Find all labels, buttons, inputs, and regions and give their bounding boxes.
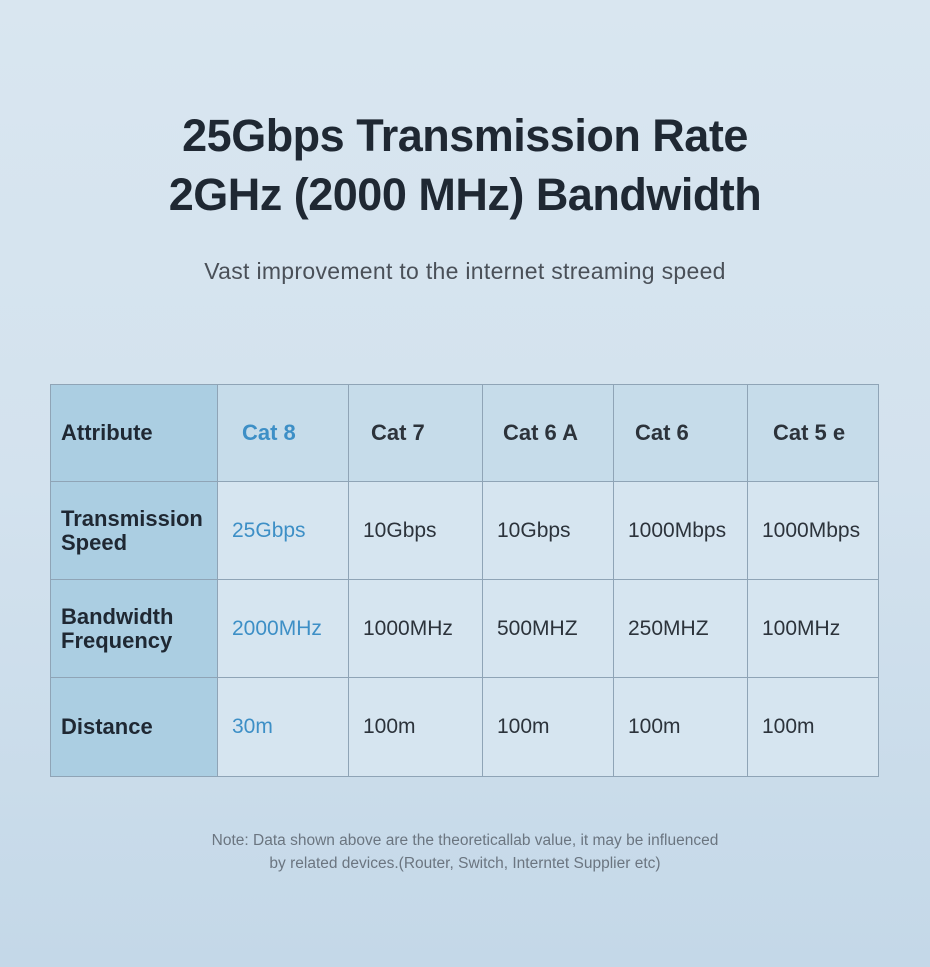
table-cell: 1000Mbps <box>614 482 748 580</box>
comparison-table: Attribute Cat 8 Cat 7 Cat 6 A Cat 6 Cat 5 e Tr… <box>50 384 879 777</box>
table-cell: 100MHz <box>748 580 879 678</box>
table-cell: Bandwidth Frequency <box>50 580 218 678</box>
title-line: 25Gbps Transmission Rate <box>182 110 748 161</box>
table-cell: 100m <box>349 678 483 777</box>
table-cell: 500MHZ <box>483 580 614 678</box>
table-cell: 25Gbps <box>218 482 349 580</box>
header-cell: Attribute <box>50 384 218 482</box>
header-cell: Cat 5 e <box>748 384 879 482</box>
header-cell: Cat 7 <box>349 384 483 482</box>
table-cell: 2000MHz <box>218 580 349 678</box>
table-cell: 30m <box>218 678 349 777</box>
table-cell: 100m <box>748 678 879 777</box>
header-cell: Cat 6 <box>614 384 748 482</box>
table-cell: 100m <box>483 678 614 777</box>
title-line: 2GHz (2000 MHz) Bandwidth <box>168 169 762 220</box>
note-line: by related devices.(Router, Switch, Inte… <box>269 855 661 872</box>
header-cell: Cat 8 <box>218 384 349 482</box>
header-cell: Cat 6 A <box>483 384 614 482</box>
table-cell: 1000MHz <box>349 580 483 678</box>
table-cell: Transmission Speed <box>50 482 218 580</box>
table-cell: 10Gbps <box>349 482 483 580</box>
table-cell: 10Gbps <box>483 482 614 580</box>
table-cell: 100m <box>614 678 748 777</box>
table-cell: 1000Mbps <box>748 482 879 580</box>
table-cell: Distance <box>50 678 218 777</box>
table-cell: 250MHZ <box>614 580 748 678</box>
note-line: Note: Data shown above are the theoretic… <box>211 832 719 849</box>
subtitle: Vast improvement to the internet streami… <box>204 258 726 284</box>
